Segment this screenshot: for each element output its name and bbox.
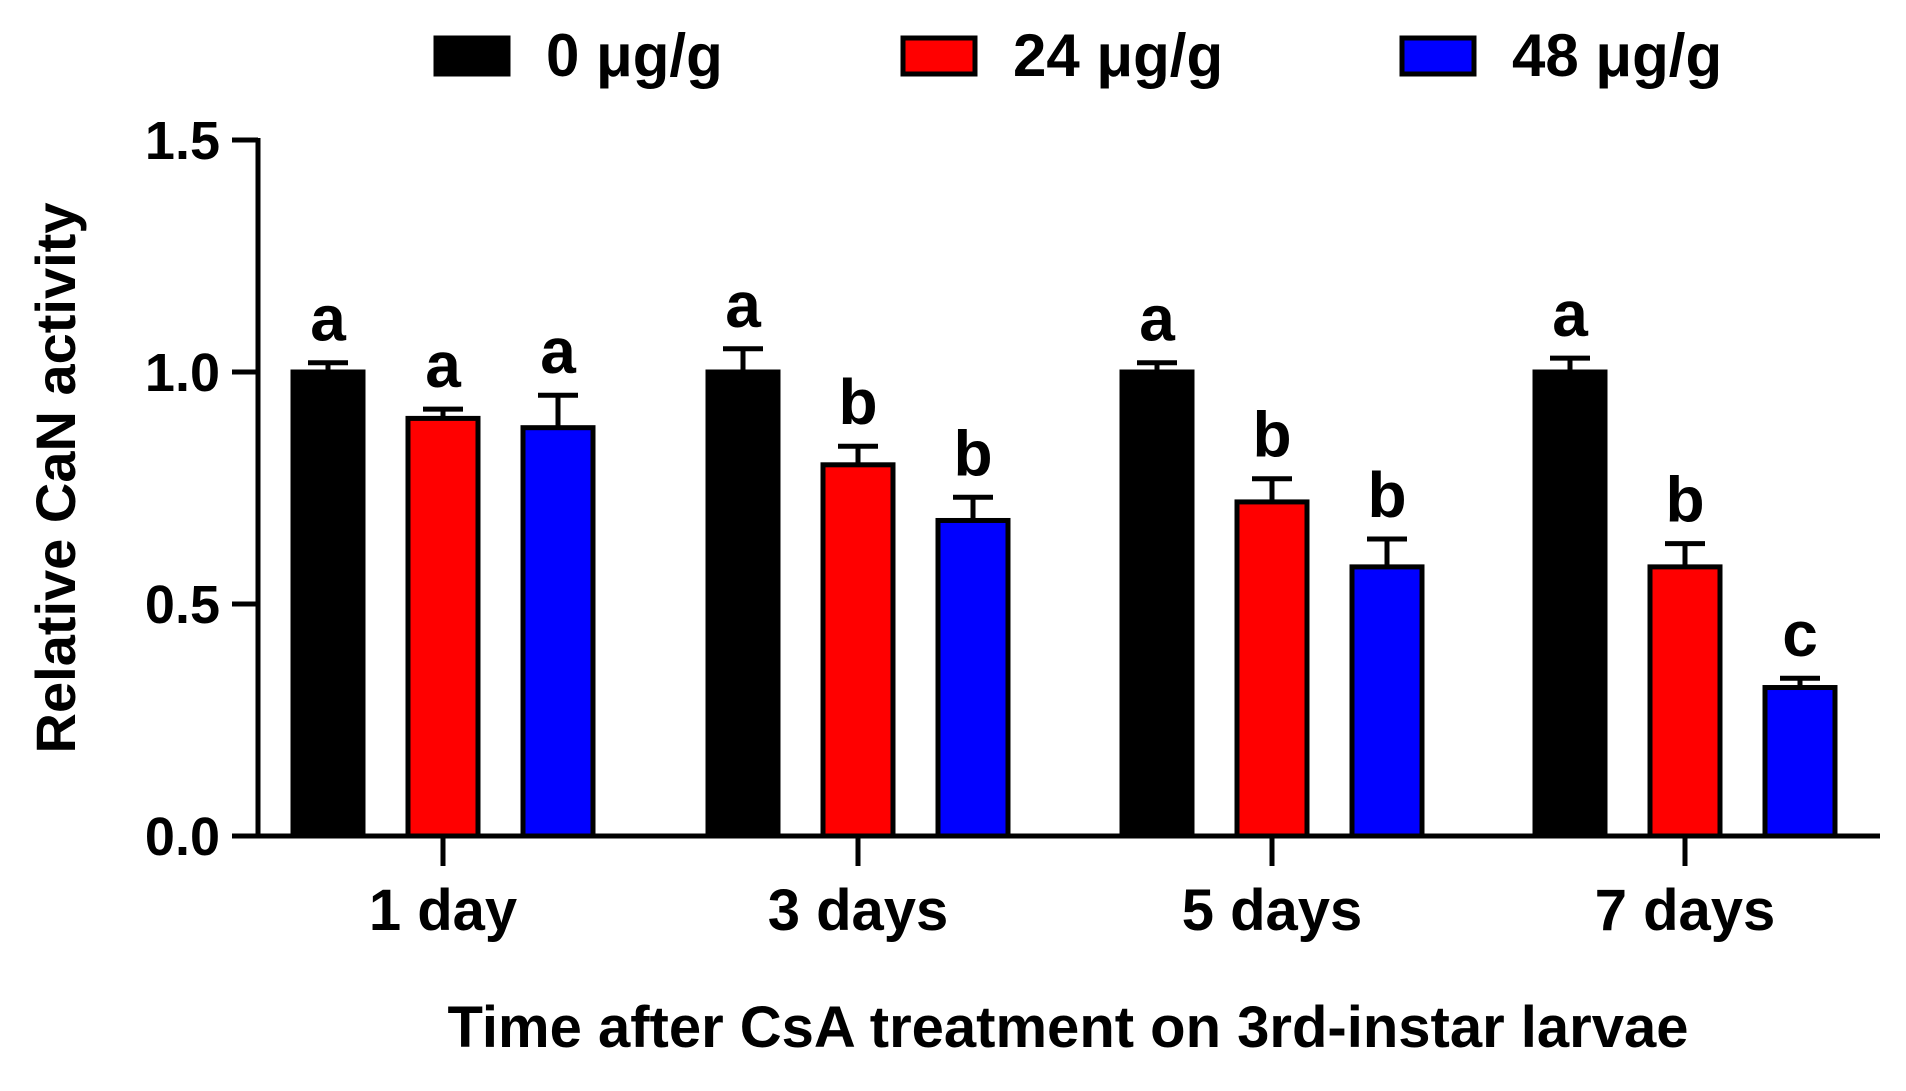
bar: [520, 425, 596, 839]
significance-letter: a: [1139, 283, 1175, 355]
bar: [1119, 369, 1195, 839]
x-tick-label: 5 days: [1182, 878, 1363, 943]
bar: [1647, 564, 1723, 839]
bar: [1532, 369, 1608, 839]
y-ticks-group: 0.0 0.5 1.0 1.5: [145, 111, 258, 867]
bar: [820, 462, 896, 839]
legend-swatch: [900, 35, 978, 77]
significance-letters-group: a a a a b b a b b a b c: [310, 269, 1818, 670]
significance-letter: b: [1665, 464, 1704, 536]
significance-letter: a: [310, 283, 346, 355]
legend: 0 μg/g 24 μg/g 48 μg/g: [433, 22, 1722, 89]
bar: [705, 369, 781, 839]
legend-swatch: [433, 35, 511, 77]
y-tick-label: 0.0: [145, 807, 220, 867]
bar: [935, 517, 1011, 839]
bars-group: [290, 369, 1838, 839]
legend-swatch: [1399, 35, 1477, 77]
x-tick-label: 3 days: [768, 878, 949, 943]
significance-letter: b: [838, 366, 877, 438]
legend-label: 24 μg/g: [1013, 22, 1223, 89]
significance-letter: a: [425, 329, 461, 401]
significance-letter: b: [1252, 399, 1291, 471]
significance-letter: a: [1552, 278, 1588, 350]
x-ticks-group: 1 day 3 days 5 days 7 days: [369, 836, 1775, 943]
legend-label: 0 μg/g: [546, 22, 723, 89]
bar: [1349, 564, 1425, 839]
bar: [1762, 685, 1838, 839]
significance-letter: b: [953, 417, 992, 489]
bar: [1234, 499, 1310, 839]
significance-letter: c: [1782, 598, 1818, 670]
significance-letter: a: [725, 269, 761, 341]
y-tick-label: 1.0: [145, 343, 220, 403]
significance-letter: b: [1367, 459, 1406, 531]
x-tick-label: 1 day: [369, 878, 517, 943]
error-bars-group: [308, 346, 1820, 688]
bar: [290, 369, 366, 839]
y-tick-label: 0.5: [145, 575, 220, 635]
x-axis-label: Time after CsA treatment on 3rd-instar l…: [448, 995, 1689, 1060]
significance-letter: a: [540, 315, 576, 387]
axes-group: [255, 138, 1880, 839]
legend-label: 48 μg/g: [1512, 22, 1722, 89]
y-tick-label: 1.5: [145, 111, 220, 171]
bar: [405, 415, 481, 839]
y-axis-label: Relative CaN activity: [24, 203, 87, 754]
x-tick-label: 7 days: [1595, 878, 1776, 943]
